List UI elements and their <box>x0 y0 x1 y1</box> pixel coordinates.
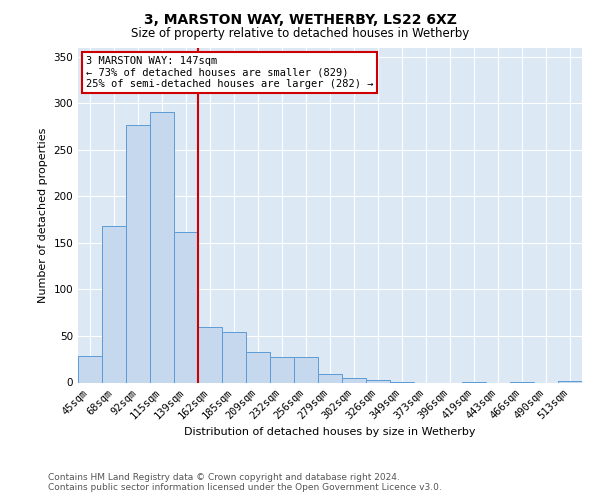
Bar <box>126 124 150 382</box>
Text: 3 MARSTON WAY: 147sqm
← 73% of detached houses are smaller (829)
25% of semi-det: 3 MARSTON WAY: 147sqm ← 73% of detached … <box>86 56 373 89</box>
Bar <box>294 358 318 382</box>
Bar <box>342 378 366 382</box>
Text: 3, MARSTON WAY, WETHERBY, LS22 6XZ: 3, MARSTON WAY, WETHERBY, LS22 6XZ <box>143 12 457 26</box>
Bar <box>318 374 342 382</box>
Bar <box>246 352 270 382</box>
Bar <box>198 326 222 382</box>
Bar <box>366 380 390 382</box>
Bar <box>222 332 246 382</box>
Bar <box>102 226 126 382</box>
Text: Size of property relative to detached houses in Wetherby: Size of property relative to detached ho… <box>131 28 469 40</box>
Bar <box>174 232 198 382</box>
Bar <box>270 358 294 382</box>
Bar <box>150 112 174 382</box>
Text: Contains HM Land Registry data © Crown copyright and database right 2024.
Contai: Contains HM Land Registry data © Crown c… <box>48 473 442 492</box>
Bar <box>558 380 582 382</box>
Y-axis label: Number of detached properties: Number of detached properties <box>38 128 48 302</box>
Bar <box>78 356 102 382</box>
X-axis label: Distribution of detached houses by size in Wetherby: Distribution of detached houses by size … <box>184 426 476 436</box>
